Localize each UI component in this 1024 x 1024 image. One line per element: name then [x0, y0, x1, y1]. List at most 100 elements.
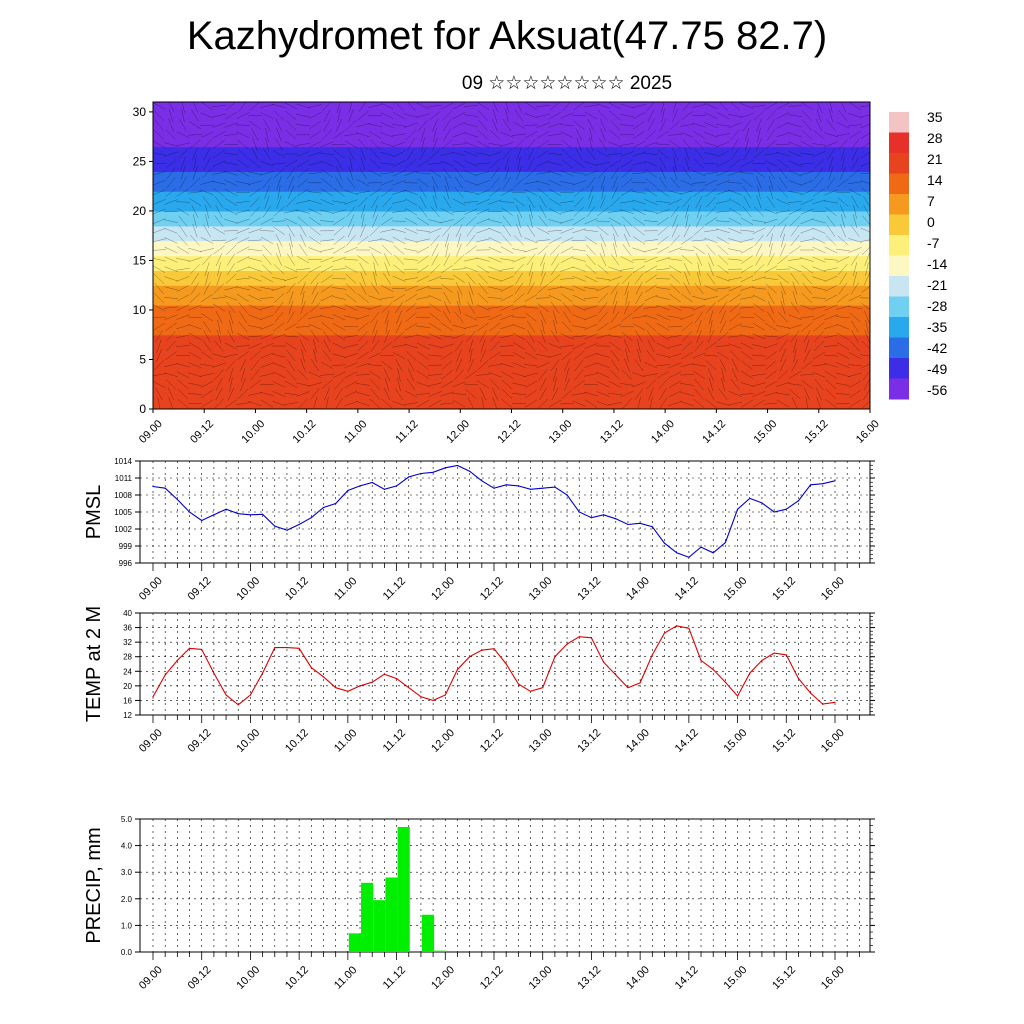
wind-barb [788, 150, 802, 158]
wind-barb [847, 364, 863, 366]
wind-barb [476, 380, 490, 389]
x-tick-label: 13.00 [547, 418, 575, 446]
wind-barb [164, 363, 178, 368]
wind-barb [416, 342, 430, 350]
wind-barb [491, 387, 499, 401]
wind-barb [656, 332, 670, 341]
series-point [615, 674, 617, 676]
series-point [810, 692, 812, 694]
heat-band [153, 374, 870, 380]
wind-barb [612, 176, 618, 190]
wind-barb [452, 152, 466, 156]
wind-barb [322, 102, 332, 112]
wind-barb [224, 218, 238, 224]
wind-barb [717, 254, 729, 265]
wind-barb [236, 256, 250, 264]
wind-barb [452, 121, 466, 129]
x-tick-label: 11.12 [381, 964, 408, 991]
wind-barb [788, 114, 802, 117]
wind-barb [803, 330, 811, 343]
wind-barb [851, 320, 859, 333]
wind-barb [344, 380, 358, 388]
wind-barb [825, 399, 837, 409]
wind-barb [572, 285, 586, 292]
wind-barb [849, 168, 861, 178]
wind-barb [441, 283, 453, 293]
wind-barb [852, 214, 858, 229]
series-point [627, 687, 629, 689]
heat-band [153, 205, 870, 212]
wind-barb [476, 218, 490, 225]
wind-barb [332, 257, 346, 263]
wind-barb [213, 283, 225, 294]
wind-barb [452, 112, 466, 120]
wind-barb [176, 294, 190, 302]
wind-barb [765, 283, 777, 294]
wind-barb [541, 319, 545, 334]
wind-barb [476, 373, 490, 376]
x-tick-label: 10.12 [283, 964, 311, 992]
wind-barb [645, 129, 657, 140]
wind-barb [430, 206, 440, 218]
wind-barb [181, 108, 185, 123]
wind-barb [800, 180, 814, 186]
wind-barb [323, 339, 331, 353]
wind-barb [730, 129, 740, 141]
wind-barb [202, 320, 212, 333]
wind-barb [672, 166, 678, 180]
wind-barb [443, 253, 451, 266]
wind-barb [383, 387, 391, 401]
wind-barb [308, 172, 322, 175]
wind-barb [284, 402, 298, 406]
wind-barb [384, 377, 390, 392]
wind-barb [692, 123, 706, 128]
wind-barb [841, 214, 845, 229]
wind-barb [609, 130, 621, 140]
wind-barb [300, 358, 306, 372]
wind-barb [548, 343, 562, 349]
wind-barb [848, 247, 862, 253]
wind-barb [600, 195, 606, 209]
wind-barb [157, 396, 161, 409]
wind-barb [452, 132, 466, 138]
wind-barb [428, 344, 442, 348]
wind-barb [824, 334, 838, 339]
y-tick-label: 36 [123, 624, 132, 633]
wind-barb [599, 118, 607, 132]
wind-barb [644, 248, 658, 252]
wind-barb [416, 334, 430, 339]
wind-barb [596, 334, 610, 339]
wind-barb [224, 122, 238, 128]
wind-barb [620, 124, 634, 127]
wind-barb [513, 197, 525, 207]
wind-barb [681, 254, 693, 265]
series-point [797, 500, 800, 502]
wind-barb [741, 351, 753, 360]
wind-barb [706, 302, 716, 314]
x-tick-label: 14.00 [649, 418, 677, 446]
wind-barb [248, 248, 262, 252]
y-tick-label: 16 [123, 696, 132, 705]
wind-barb [813, 158, 825, 169]
series-point [736, 695, 739, 697]
wind-barb [203, 282, 211, 295]
wind-barb [656, 305, 670, 311]
wind-barb [308, 104, 322, 108]
wind-barb [812, 266, 826, 272]
wind-barb [694, 311, 704, 324]
series-point [663, 542, 666, 544]
wind-barb [529, 271, 533, 286]
wind-barb [836, 352, 850, 360]
x-tick-label: 14.00 [624, 575, 652, 603]
wind-barb [659, 157, 667, 170]
wind-barb [523, 124, 539, 126]
wind-barb [455, 281, 463, 295]
wind-barb [704, 141, 718, 147]
wind-barb [154, 282, 164, 294]
wind-barb [229, 319, 233, 334]
wind-barb [537, 303, 549, 312]
wind-barb [608, 159, 622, 168]
wind-barb [332, 314, 346, 321]
wind-barb [202, 340, 212, 352]
